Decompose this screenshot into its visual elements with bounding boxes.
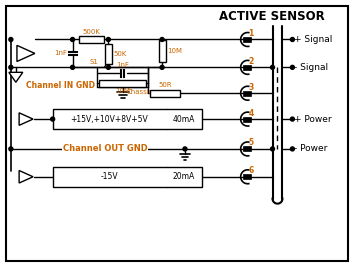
Text: 500K: 500K — [82, 29, 101, 34]
Text: 10M: 10M — [115, 88, 130, 94]
Text: + Signal: + Signal — [295, 35, 333, 44]
Circle shape — [160, 37, 164, 41]
Bar — [53, 167, 202, 187]
Circle shape — [70, 37, 75, 41]
Text: 10M: 10M — [167, 48, 182, 54]
Bar — [159, 41, 166, 62]
Text: - Signal: - Signal — [295, 63, 329, 72]
Circle shape — [9, 147, 13, 151]
Text: 4: 4 — [249, 109, 254, 117]
Circle shape — [70, 65, 75, 69]
Text: Channel IN GND: Channel IN GND — [26, 81, 95, 90]
Text: 40mA: 40mA — [173, 115, 195, 124]
Bar — [79, 36, 104, 43]
Circle shape — [160, 65, 164, 69]
Circle shape — [183, 147, 187, 151]
Bar — [242, 174, 251, 179]
Text: 20mA: 20mA — [173, 172, 195, 181]
Text: 5: 5 — [249, 139, 254, 147]
Circle shape — [290, 65, 295, 69]
Text: 3: 3 — [249, 83, 254, 92]
Circle shape — [290, 117, 295, 121]
Text: 1nF: 1nF — [55, 50, 68, 56]
Polygon shape — [17, 45, 35, 61]
Circle shape — [9, 37, 13, 41]
Text: - Power: - Power — [295, 144, 328, 154]
Text: Channel OUT GND: Channel OUT GND — [63, 144, 148, 154]
Text: Chassis: Chassis — [127, 89, 153, 95]
Bar — [242, 65, 251, 70]
Text: + Power: + Power — [295, 115, 332, 124]
Circle shape — [290, 37, 295, 41]
Bar — [242, 117, 251, 121]
Text: +15V,+10V+8V+5V: +15V,+10V+8V+5V — [70, 115, 148, 124]
Text: 1nF: 1nF — [116, 62, 129, 68]
Bar — [105, 45, 112, 64]
Circle shape — [106, 37, 110, 41]
Text: S1: S1 — [90, 59, 98, 65]
Bar — [150, 90, 180, 97]
Circle shape — [270, 147, 274, 151]
Text: 50R: 50R — [158, 82, 172, 88]
Text: ACTIVE SENSOR: ACTIVE SENSOR — [219, 10, 324, 23]
Circle shape — [290, 147, 295, 151]
Text: -15V: -15V — [101, 172, 118, 181]
Polygon shape — [19, 113, 33, 125]
Bar — [242, 91, 251, 96]
Text: 6: 6 — [249, 166, 254, 175]
Circle shape — [106, 65, 110, 69]
Polygon shape — [9, 72, 23, 82]
Text: 1: 1 — [249, 29, 254, 38]
Bar — [242, 146, 251, 151]
Circle shape — [270, 65, 274, 69]
Bar — [53, 109, 202, 129]
Text: 50K: 50K — [113, 52, 127, 57]
Bar — [242, 37, 251, 42]
Circle shape — [51, 117, 55, 121]
Polygon shape — [19, 171, 33, 183]
Circle shape — [9, 65, 13, 69]
Text: 2: 2 — [249, 57, 254, 66]
Bar — [99, 80, 146, 87]
